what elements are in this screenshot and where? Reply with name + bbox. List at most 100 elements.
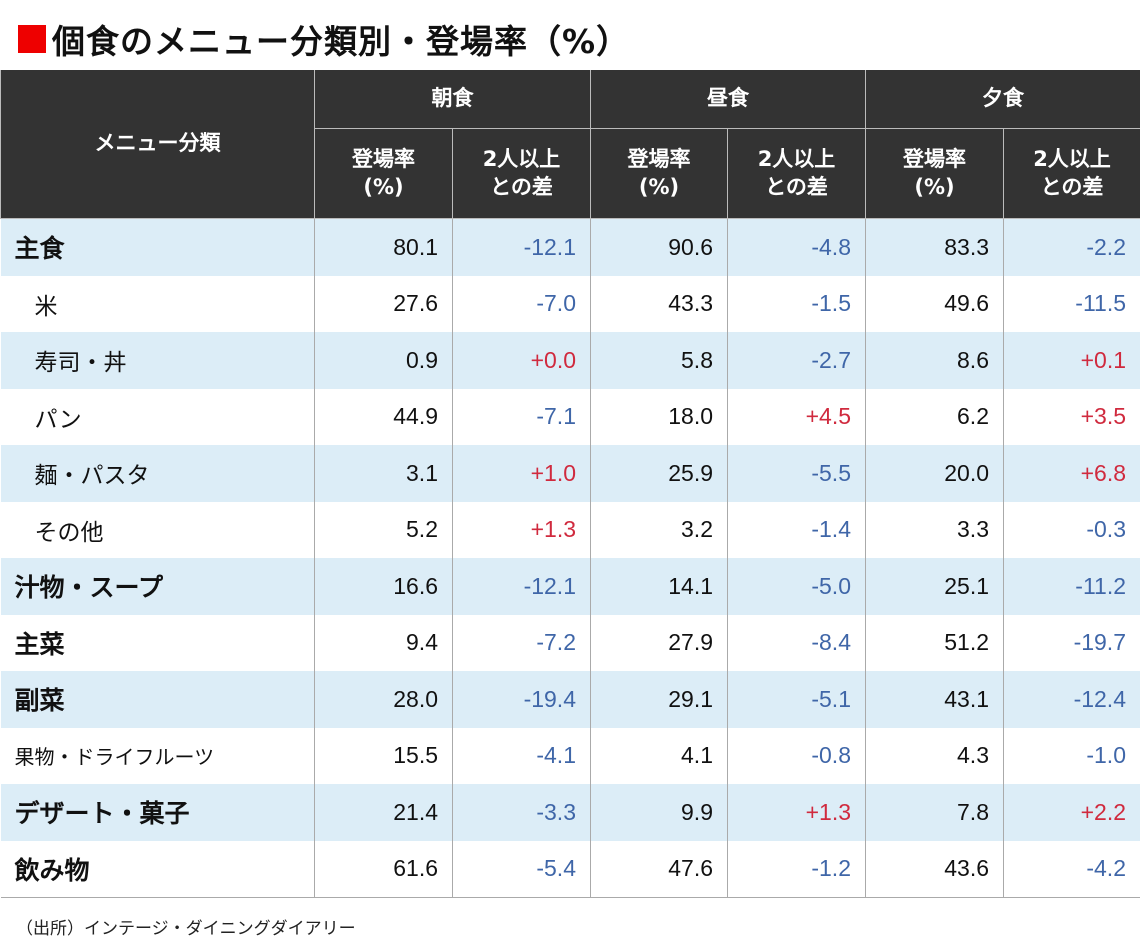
rate-cell: 5.8 (590, 332, 728, 389)
table-row: 主食 80.1 -12.1 90.6 -4.8 83.3 -2.2 (0, 218, 1140, 276)
rate-header: 登場率 (%) (590, 128, 728, 219)
red-square-icon (18, 25, 46, 53)
rate-cell: 21.4 (314, 784, 453, 841)
rate-cell: 14.1 (590, 558, 728, 615)
diff-cell: +1.3 (727, 784, 866, 841)
diff-header-line1: 2人以上 (757, 147, 836, 172)
diff-cell: -2.7 (727, 332, 866, 389)
rate-cell: 4.3 (865, 727, 1004, 784)
diff-cell: -1.0 (1003, 727, 1140, 784)
diff-cell: -3.3 (452, 784, 591, 841)
header-lunch: 昼食 (590, 70, 866, 129)
row-label: 飲み物 (0, 840, 315, 898)
row-label: 果物・ドライフルーツ (0, 727, 315, 784)
rate-cell: 20.0 (865, 445, 1004, 502)
diff-cell: -12.1 (452, 218, 591, 276)
rate-cell: 51.2 (865, 614, 1004, 671)
diff-cell: +2.2 (1003, 784, 1140, 841)
rate-header-line1: 登場率 (903, 147, 966, 172)
rate-cell: 3.1 (314, 445, 453, 502)
rate-cell: 18.0 (590, 388, 728, 445)
diff-header: 2人以上 との差 (1003, 128, 1140, 219)
diff-cell: +1.3 (452, 501, 591, 558)
diff-cell: -7.0 (452, 275, 591, 332)
diff-cell: -19.7 (1003, 614, 1140, 671)
table-row: 麺・パスタ 3.1 +1.0 25.9 -5.5 20.0 +6.8 (0, 445, 1140, 502)
row-label: 主菜 (0, 614, 315, 671)
title-text: 個食のメニュー分類別・登場率（%） (52, 22, 631, 61)
table-row: デザート・菓子 21.4 -3.3 9.9 +1.3 7.8 +2.2 (0, 784, 1140, 841)
row-label: デザート・菓子 (0, 784, 315, 841)
diff-header-line1: 2人以上 (1033, 147, 1111, 172)
table-row: 寿司・丼 0.9 +0.0 5.8 -2.7 8.6 +0.1 (0, 332, 1140, 389)
rate-header: 登場率 (%) (865, 128, 1004, 219)
row-label: 麺・パスタ (0, 445, 315, 502)
rate-cell: 43.6 (865, 840, 1004, 898)
diff-cell: -4.1 (452, 727, 591, 784)
rate-cell: 8.6 (865, 332, 1004, 389)
diff-cell: -12.1 (452, 558, 591, 615)
diff-cell: +1.0 (452, 445, 591, 502)
rate-cell: 25.9 (590, 445, 728, 502)
source-note: （出所）インテージ・ダイニングダイアリー (16, 919, 356, 939)
rate-cell: 80.1 (314, 218, 453, 276)
rate-cell: 7.8 (865, 784, 1004, 841)
rate-cell: 6.2 (865, 388, 1004, 445)
rate-cell: 47.6 (590, 840, 728, 898)
table-row: 副菜 28.0 -19.4 29.1 -5.1 43.1 -12.4 (0, 671, 1140, 728)
rate-header-line1: 登場率 (627, 147, 691, 172)
diff-cell: -12.4 (1003, 671, 1140, 728)
row-label: その他 (0, 501, 315, 558)
diff-header: 2人以上 との差 (727, 128, 866, 219)
rate-cell: 43.1 (865, 671, 1004, 728)
rate-cell: 29.1 (590, 671, 728, 728)
row-label: 副菜 (0, 671, 315, 728)
rate-cell: 0.9 (314, 332, 453, 389)
rate-cell: 15.5 (314, 727, 453, 784)
diff-cell: -5.1 (727, 671, 866, 728)
row-label: 汁物・スープ (0, 558, 315, 615)
menu-rate-table: メニュー分類 朝食 昼食 夕食 登場率 (%) 2人以上 との差 登場率 (%) 2人以上と… (0, 70, 1140, 898)
table-row: 果物・ドライフルーツ 15.5 -4.1 4.1 -0.8 4.3 -1.0 (0, 727, 1140, 784)
diff-cell: -0.8 (727, 727, 866, 784)
diff-cell: -5.0 (727, 558, 866, 615)
rate-cell: 3.2 (590, 501, 728, 558)
diff-cell: -5.5 (727, 445, 866, 502)
diff-cell: -1.5 (727, 275, 866, 332)
rate-cell: 49.6 (865, 275, 1004, 332)
rate-cell: 9.9 (590, 784, 728, 841)
diff-cell: -8.4 (727, 614, 866, 671)
diff-header: 2人以上 との差 (452, 128, 591, 219)
diff-cell: -7.2 (452, 614, 591, 671)
diff-cell: -19.4 (452, 671, 591, 728)
row-label: 主食 (0, 218, 315, 276)
rate-cell: 3.3 (865, 501, 1004, 558)
diff-cell: +6.8 (1003, 445, 1140, 502)
header-category: メニュー分類 (0, 70, 315, 219)
diff-cell: +3.5 (1003, 388, 1140, 445)
rate-cell: 43.3 (590, 275, 728, 332)
row-label: 寿司・丼 (0, 332, 315, 389)
row-label: 米 (0, 275, 315, 332)
rate-cell: 61.6 (314, 840, 453, 898)
rate-cell: 90.6 (590, 218, 728, 276)
diff-cell: +0.1 (1003, 332, 1140, 389)
diff-header-line2: との差 (490, 174, 553, 199)
diff-cell: -4.8 (727, 218, 866, 276)
diff-cell: +4.5 (727, 388, 866, 445)
diff-cell: -7.1 (452, 388, 591, 445)
table-row: その他 5.2 +1.3 3.2 -1.4 3.3 -0.3 (0, 501, 1140, 558)
diff-cell: -11.5 (1003, 275, 1140, 332)
table-row: 主菜 9.4 -7.2 27.9 -8.4 51.2 -19.7 (0, 614, 1140, 671)
rate-cell: 44.9 (314, 388, 453, 445)
table-row: パン 44.9 -7.1 18.0 +4.5 6.2 +3.5 (0, 388, 1140, 445)
rate-header: 登場率 (%) (314, 128, 453, 219)
diff-header-line2: との差 (1040, 174, 1104, 199)
table-row: 汁物・スープ 16.6 -12.1 14.1 -5.0 25.1 -11.2 (0, 558, 1140, 615)
rate-header-line2: (%) (363, 174, 404, 199)
rate-cell: 28.0 (314, 671, 453, 728)
table-row: 米 27.6 -7.0 43.3 -1.5 49.6 -11.5 (0, 275, 1140, 332)
row-label: パン (0, 388, 315, 445)
diff-cell: -5.4 (452, 840, 591, 898)
rate-cell: 27.6 (314, 275, 453, 332)
